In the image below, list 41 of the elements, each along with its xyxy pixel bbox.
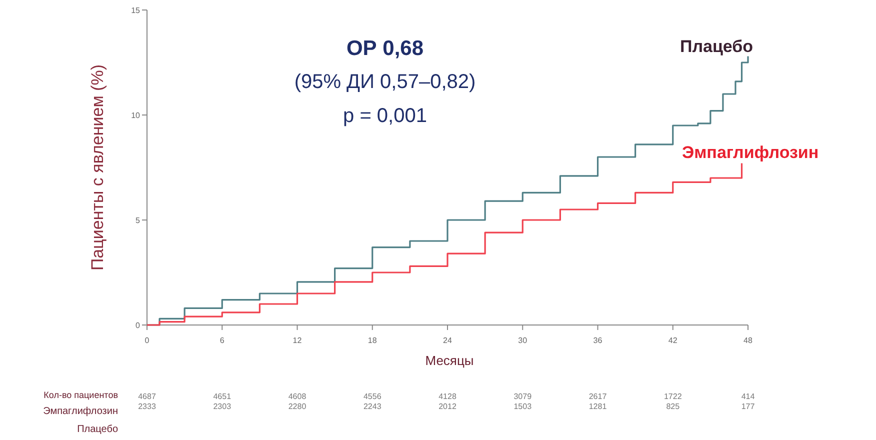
annotation: ОР 0,68 [346, 37, 424, 60]
text: 177 [741, 402, 756, 411]
x-tick-label: 12 [292, 336, 302, 345]
y-tick-label: 10 [131, 111, 141, 120]
y-tick-label: 0 [136, 321, 141, 330]
text: Эмпаглифлозин [43, 406, 118, 417]
x-tick-label: 18 [368, 336, 378, 345]
y-axis-title: Пациенты с явлением (%) [88, 64, 107, 271]
text: 2303 [213, 402, 232, 411]
text: 1281 [588, 402, 608, 411]
x-tick-label: 30 [518, 336, 528, 345]
x-tick-label: 24 [443, 336, 452, 345]
text: 4651 [213, 392, 232, 401]
text: 2617 [588, 392, 608, 401]
text: 4128 [438, 392, 457, 401]
y-tick-label: 5 [136, 216, 141, 225]
x-tick-label: 0 [144, 336, 150, 345]
text: 2243 [363, 402, 382, 411]
text: 1722 [664, 392, 682, 401]
series-label: Эмпаглифлозин [682, 143, 819, 162]
x-axis-title: Месяцы [425, 353, 474, 368]
text: 4556 [363, 392, 382, 401]
x-tick-label: 36 [593, 336, 603, 345]
text: Кол-во пациентов [44, 390, 118, 400]
text: 414 [741, 392, 756, 401]
text: 4687 [138, 392, 156, 401]
text: 825 [666, 402, 680, 411]
text: 4608 [288, 392, 307, 401]
x-tick-label: 42 [668, 336, 678, 345]
text: 2012 [438, 402, 457, 411]
text: 3079 [514, 392, 532, 401]
text: 2333 [138, 402, 156, 411]
series-label: Плацебо [680, 37, 754, 56]
y-tick-label: 15 [131, 6, 141, 15]
text: Плацебо [77, 424, 118, 435]
x-tick-label: 6 [220, 336, 225, 345]
text: 1503 [514, 402, 532, 411]
x-tick-label: 48 [744, 336, 753, 345]
annotation: (95% ДИ 0,57–0,82) [294, 71, 476, 93]
annotation: p = 0,001 [343, 105, 427, 127]
text: 2280 [288, 402, 307, 411]
